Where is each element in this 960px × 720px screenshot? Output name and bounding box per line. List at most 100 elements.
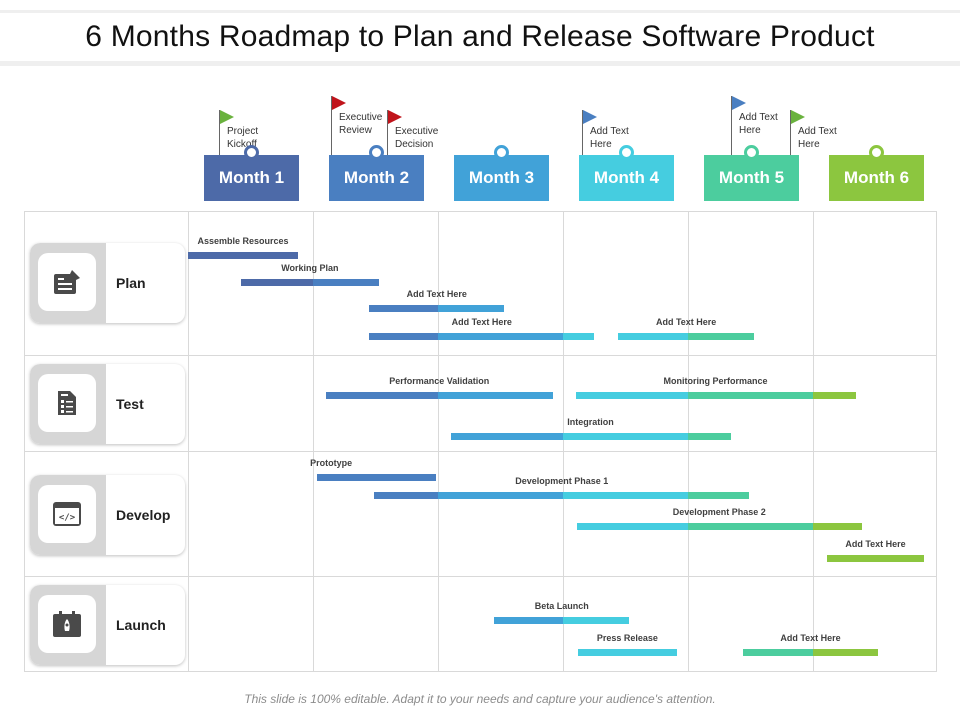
task-bar-segment: [563, 617, 630, 624]
task-label: Add Text Here: [655, 317, 717, 327]
task-bar-segment: [813, 523, 862, 530]
task-label: Assemble Resources: [197, 236, 289, 246]
milestone-flag-icon: [583, 110, 597, 124]
task-bar-segment: [688, 433, 731, 440]
category-icon-panel: [30, 243, 106, 323]
milestone-label-line: Here: [798, 139, 820, 150]
month-box-2: Month 2: [329, 155, 424, 201]
grid-column-line: [188, 211, 189, 672]
task-bar-segment: [374, 492, 438, 499]
milestone-pole: [582, 110, 583, 155]
task-label: Add Text Here: [845, 539, 906, 549]
task-bar-segment: [494, 617, 563, 624]
milestone-label-line: Executive: [339, 112, 383, 123]
month-box-3: Month 3: [454, 155, 549, 201]
rocket-calendar-icon: [38, 595, 96, 653]
month-dot-6: [869, 145, 884, 160]
milestone-label-line: Project: [227, 126, 259, 137]
category-label: Launch: [116, 617, 166, 633]
category-icon-panel: [30, 364, 106, 444]
month-dot-4: [619, 145, 634, 160]
task-bar-segment: [438, 492, 563, 499]
milestone-pole: [219, 110, 220, 155]
milestone-flag-icon: [220, 110, 234, 124]
task-label: Integration: [567, 417, 614, 427]
task-label: Beta Launch: [534, 601, 589, 611]
task-bar-segment: [688, 392, 813, 399]
month-dot-1: [244, 145, 259, 160]
month-box-5: Month 5: [704, 155, 799, 201]
task-bar-segment: [688, 523, 813, 530]
task-bar-segment: [240, 279, 313, 286]
svg-text:</>: </>: [59, 513, 76, 523]
task-label: Press Release: [596, 633, 658, 643]
task-bar-segment: [688, 492, 750, 499]
milestone-label-line: Decision: [395, 139, 434, 150]
task-bar-segment: [438, 305, 505, 312]
category-card-launch: Launch: [30, 585, 185, 665]
milestone-label-line: Kickoff: [227, 139, 257, 150]
task-bar-segment: [325, 392, 438, 399]
task-label: Monitoring Performance: [663, 376, 768, 386]
month-box-1: Month 1: [204, 155, 299, 201]
task-label: Add Text Here: [780, 633, 841, 643]
milestone-label: Add Text Here: [798, 125, 837, 151]
category-icon-panel: </>: [30, 475, 106, 555]
milestone-pole: [790, 110, 791, 155]
task-bar-segment: [316, 474, 436, 481]
test-document-icon: [38, 374, 96, 432]
grid-column-line: [688, 211, 689, 672]
milestone-label-line: Review: [339, 125, 372, 136]
milestone-label-line: Add Text: [739, 112, 778, 123]
task-bar-segment: [369, 333, 438, 340]
code-window-icon: </>: [38, 485, 96, 543]
grid-row-line: [24, 576, 937, 577]
grid-row-line: [24, 355, 937, 356]
task-bar-segment: [578, 649, 677, 656]
category-label: Plan: [116, 275, 146, 291]
task-bar-segment: [438, 392, 553, 399]
milestone-label: Project Kickoff: [227, 125, 258, 151]
month-box-4: Month 4: [579, 155, 674, 201]
grid-column-line: [563, 211, 564, 672]
task-label: Development Phase 2: [672, 507, 766, 517]
task-label: Development Phase 1: [515, 476, 609, 486]
task-bar-segment: [563, 492, 688, 499]
page-title: 6 Months Roadmap to Plan and Release Sof…: [85, 20, 875, 53]
milestone-label: Add Text Here: [590, 125, 629, 151]
task-bar-segment: [188, 252, 298, 259]
task-bar-segment: [688, 333, 755, 340]
milestone-flag-icon: [791, 110, 805, 124]
task-bar-segment: [743, 649, 813, 656]
task-bar-segment: [369, 305, 438, 312]
milestone-label-line: Executive: [395, 126, 439, 137]
milestone-flag-icon: [388, 110, 402, 124]
month-dot-2: [369, 145, 384, 160]
task-bar-segment: [826, 555, 925, 562]
task-bar-segment: [563, 433, 688, 440]
milestone-flag-icon: [332, 96, 346, 110]
month-dot-5: [744, 145, 759, 160]
grid-column-line: [813, 211, 814, 672]
task-bar-segment: [438, 333, 563, 340]
task-label: Prototype: [310, 458, 353, 468]
task-bar-segment: [450, 433, 563, 440]
milestone-label-line: Add Text: [590, 126, 629, 137]
category-icon-panel: [30, 585, 106, 665]
task-bar-segment: [575, 392, 688, 399]
milestone-flag-icon: [732, 96, 746, 110]
task-bar-segment: [563, 333, 595, 340]
task-bar-segment: [313, 279, 380, 286]
milestone-pole: [387, 110, 388, 155]
footer-note: This slide is 100% editable. Adapt it to…: [244, 692, 716, 706]
task-label: Add Text Here: [451, 317, 512, 327]
category-card-develop: </> Develop: [30, 475, 185, 555]
title-bar: 6 Months Roadmap to Plan and Release Sof…: [0, 10, 960, 66]
category-label: Test: [116, 396, 144, 412]
milestone-label-line: Here: [739, 125, 761, 136]
grid-column-line: [438, 211, 439, 672]
category-label: Develop: [116, 507, 171, 523]
task-bar-segment: [813, 649, 878, 656]
grid-row-line: [24, 451, 937, 452]
milestone-label: Executive Review: [339, 111, 382, 137]
